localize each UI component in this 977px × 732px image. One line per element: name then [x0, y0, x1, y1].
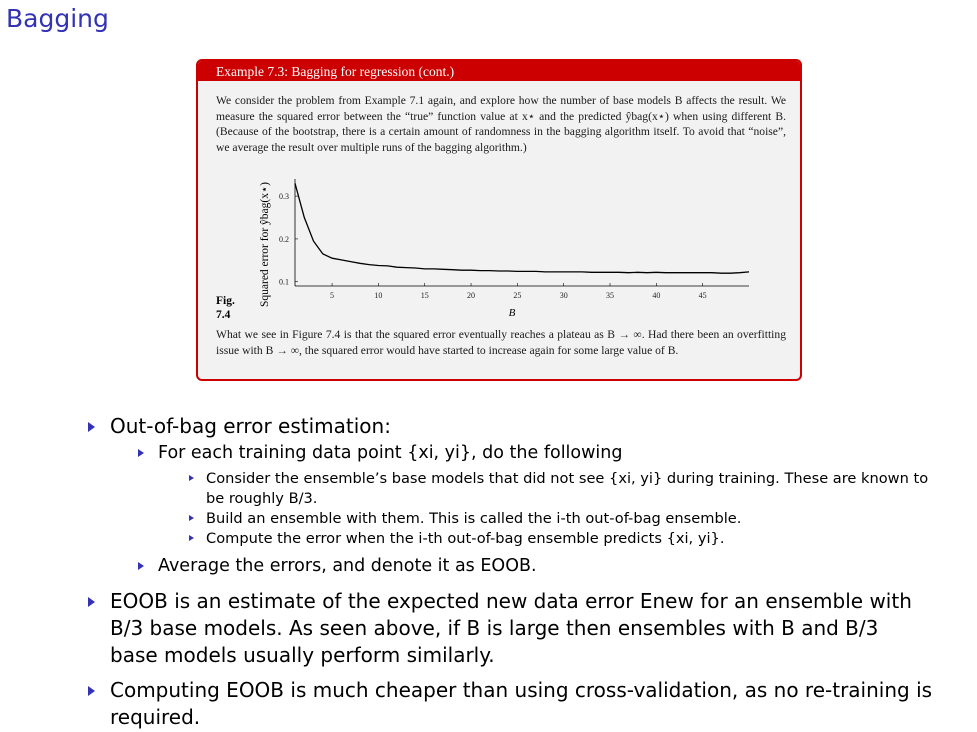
cheaper-item: Computing EOOB is much cheaper than usin… [110, 678, 933, 729]
average-item: Average the errors, and denote it as EOO… [158, 556, 537, 576]
x-tick-label: 45 [699, 291, 707, 300]
figure-label: Fig. 7.4 [216, 294, 235, 322]
bullet-marker [189, 515, 194, 521]
bullet-marker [88, 422, 95, 432]
estimate-item: EOOB is an estimate of the expected new … [110, 589, 912, 667]
build-item: Build an ensemble with them. This is cal… [206, 510, 742, 527]
slide-title: Bagging [6, 4, 109, 33]
x-tick-label: 25 [513, 291, 521, 300]
bullet-marker [88, 597, 95, 607]
example-intro: We consider the problem from Example 7.1… [216, 94, 786, 154]
figure-label-number: 7.4 [216, 309, 231, 321]
consider-item: Consider the ensemble’s base models that… [206, 470, 929, 507]
x-tick-label: 10 [374, 291, 382, 300]
x-tick-label: 30 [560, 291, 568, 300]
bullet-marker [189, 535, 194, 541]
x-tick-label: 20 [467, 291, 475, 300]
y-tick-label: 0.1 [279, 278, 289, 287]
error-vs-B-chart: 5 10 15 20 25 30 35 40 45 0.1 0.2 0.3 B Squared error… [259, 179, 750, 319]
bullet-marker [138, 562, 144, 570]
y-tick-label: 0.2 [279, 235, 289, 244]
x-tick-label: 5 [330, 291, 334, 300]
compute-item: Compute the error when the i-th out-of-b… [206, 530, 725, 547]
x-tick-label: 40 [652, 291, 660, 300]
bullet-marker [88, 686, 95, 696]
for-each-item: For each training data point {xi, yi}, d… [158, 443, 623, 463]
series-line [294, 183, 750, 274]
y-tick-label: 0.3 [279, 192, 289, 201]
oob-heading: Out-of-bag error estimation: [110, 414, 391, 438]
figure-label-fig: Fig. [216, 295, 235, 307]
x-axis-label: B [509, 307, 516, 319]
example-conclusion: What we see in Figure 7.4 is that the sq… [216, 328, 786, 357]
bullet-marker [189, 475, 194, 481]
example-box: Example 7.3: Bagging for regression (con… [196, 59, 802, 381]
x-tick-label: 15 [421, 291, 429, 300]
bullet-marker [138, 449, 144, 457]
y-axis-label: Squared error for ŷbag(x⋆) [259, 182, 271, 307]
example-header: Example 7.3: Bagging for regression (con… [198, 61, 800, 81]
x-tick-label: 35 [606, 291, 614, 300]
